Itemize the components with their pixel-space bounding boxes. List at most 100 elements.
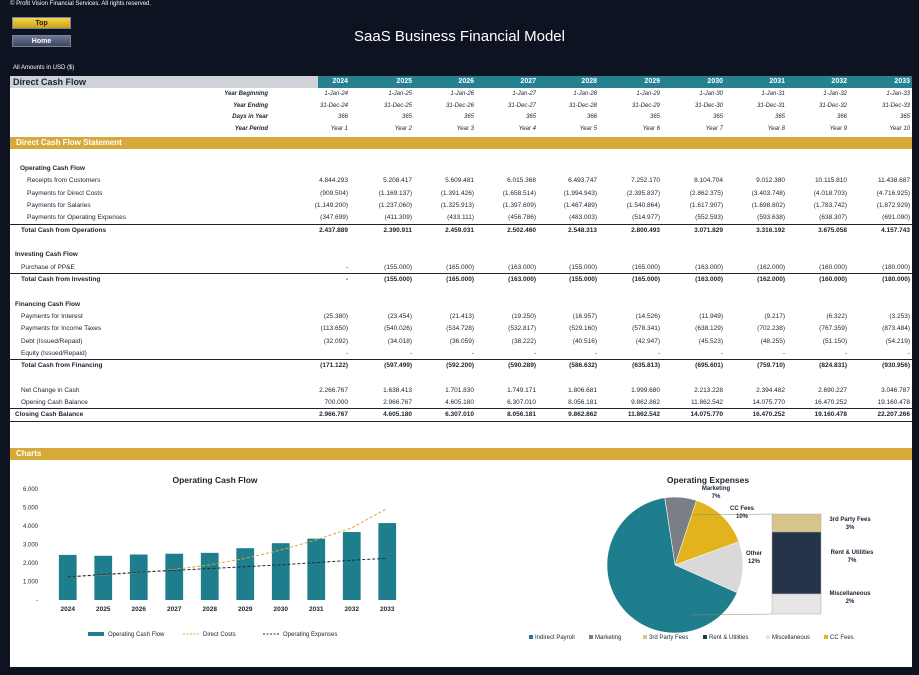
value-cell: - (345, 276, 348, 283)
value-cell: (19.250) (511, 313, 536, 320)
x-tick-label: 2029 (238, 606, 253, 613)
value-cell: (165.000) (632, 264, 660, 271)
value-cell: (180.000) (882, 264, 910, 271)
value-cell: (586.632) (569, 362, 597, 369)
period-cell: Year 5 (579, 125, 597, 132)
period-cell: 1-Jan-24 (324, 91, 348, 97)
value-cell: (42.947) (635, 338, 660, 345)
legend-label: Operating Cash Flow (108, 632, 165, 638)
value-cell: 3.071.829 (694, 227, 723, 234)
top-button[interactable]: Top (12, 17, 71, 29)
value-cell: (4.716.925) (876, 190, 910, 197)
x-tick-label: 2026 (132, 606, 147, 613)
bar-2028 (200, 552, 219, 600)
value-cell: (597.499) (384, 362, 412, 369)
total-label: Total Cash from Operations (21, 227, 107, 234)
amounts-note: All Amounts in USD ($) (13, 65, 75, 71)
row-label: Purchase of PP&E (21, 264, 75, 271)
y-tick-label: - (36, 598, 38, 604)
value-cell: (1.237.060) (378, 202, 412, 209)
period-cell: 366 (337, 114, 348, 120)
value-cell: (6.322) (826, 313, 847, 320)
legend-label: Direct Costs (203, 632, 236, 638)
period-cell: 365 (899, 114, 910, 120)
legend-label: Operating Expenses (283, 632, 337, 638)
x-tick-label: 2024 (61, 606, 76, 613)
value-cell: (695.601) (695, 362, 723, 369)
value-cell: - (720, 350, 723, 357)
value-cell: (1.169.137) (378, 190, 412, 197)
period-cell: 31-Dec-24 (319, 102, 348, 109)
value-cell: - (533, 350, 536, 357)
value-cell: (3.403.748) (751, 190, 785, 197)
legend-swatch (703, 635, 707, 639)
total-rule (10, 359, 912, 360)
row-label: Payments for Direct Costs (27, 190, 103, 197)
value-cell: (162.000) (757, 276, 785, 283)
value-cell: (160.000) (819, 276, 847, 283)
year-header-row: Direct Cash Flow 2024 2025 2026 2027 2028 202… (10, 76, 912, 88)
value-cell: (54.219) (885, 338, 910, 345)
home-button[interactable]: Home (12, 35, 71, 47)
value-cell: 16.470.252 (752, 411, 785, 418)
value-cell: 2.390.911 (383, 227, 412, 234)
value-cell: (4.018.703) (813, 190, 847, 197)
value-cell: (162.000) (757, 264, 785, 271)
year-header-2032: 2032 (831, 78, 847, 85)
value-cell: (40.516) (572, 338, 597, 345)
total-label: Total Cash from Financing (21, 362, 103, 369)
value-cell: 11.862.542 (690, 399, 723, 406)
value-cell: - (907, 350, 910, 357)
period-cell: 31-Dec-32 (818, 102, 847, 109)
total-rule (10, 224, 912, 225)
value-cell: (552.593) (695, 214, 723, 221)
period-cell: 365 (712, 114, 723, 120)
value-cell: (534.728) (446, 325, 474, 332)
legend-swatch (529, 635, 533, 639)
value-cell: (873.484) (882, 325, 910, 332)
charts-banner: Charts (10, 448, 912, 460)
connector-line (689, 613, 773, 616)
value-cell: 2.966.767 (383, 399, 412, 406)
slice-label: 3% (846, 525, 855, 531)
period-cell: 1-Jan-32 (823, 91, 847, 97)
value-cell: (702.238) (757, 325, 785, 332)
value-cell: (163.000) (695, 264, 723, 271)
legend-label: 3rd Party Fees (649, 635, 688, 641)
value-cell: 1.806.681 (568, 387, 597, 394)
connector-line (682, 513, 773, 516)
y-tick-label: 6.000 (23, 487, 39, 493)
value-cell: 8.056.181 (507, 411, 536, 418)
value-cell: 2.690.227 (818, 387, 847, 394)
value-cell: 14.075.770 (752, 399, 785, 406)
value-cell: 16.470.252 (814, 399, 847, 406)
copyright-text: © Profit Vision Financial Services. All … (10, 1, 152, 7)
y-tick-label: 4.000 (23, 524, 39, 530)
period-cell: Year 7 (705, 125, 723, 132)
value-cell: (1.467.489) (563, 202, 597, 209)
year-header-2029: 2029 (644, 78, 660, 85)
period-cell: 365 (649, 114, 660, 120)
value-cell: (23.454) (387, 313, 412, 320)
value-cell: 2.800.493 (631, 227, 660, 234)
bar-2025 (94, 555, 113, 600)
y-tick-label: 1.000 (23, 580, 39, 586)
bar-2032 (342, 532, 361, 600)
period-cell: Year 9 (829, 125, 847, 132)
value-cell: (578.341) (632, 325, 660, 332)
value-cell: (691.090) (882, 214, 910, 221)
value-cell: (155.000) (384, 264, 412, 271)
legend-label: Indirect Payroll (535, 635, 575, 641)
x-tick-label: 2027 (167, 606, 182, 613)
value-cell: 2.437.889 (319, 227, 348, 234)
bar-2030 (271, 543, 290, 600)
period-cell: 1-Jan-29 (636, 91, 660, 97)
period-cell: 1-Jan-31 (761, 91, 785, 97)
period-cell: 31-Dec-26 (445, 102, 474, 109)
pie-slice-cc-fees (674, 500, 740, 566)
value-cell: 2.548.313 (568, 227, 597, 234)
period-cell: 31-Dec-25 (383, 102, 412, 109)
value-cell: (1.391.426) (440, 190, 474, 197)
value-cell: (163.000) (695, 276, 723, 283)
value-cell: (759.710) (757, 362, 785, 369)
